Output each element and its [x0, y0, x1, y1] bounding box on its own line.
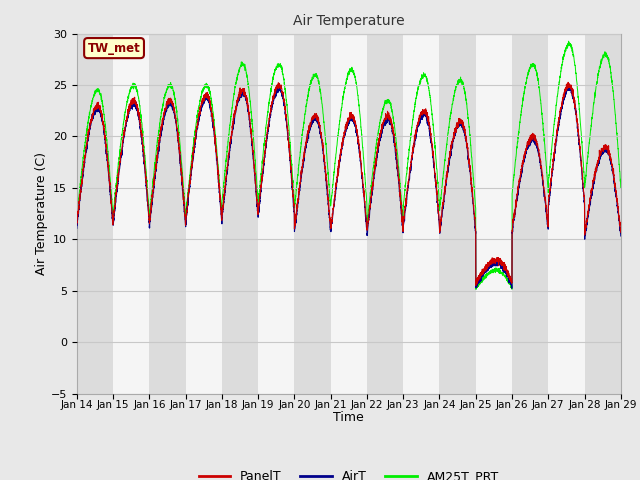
- Bar: [222, 34, 258, 394]
- AirT: [508, 286, 516, 291]
- AM25T_PRT: [616, 179, 624, 184]
- Line: AM25T_PRT: AM25T_PRT: [77, 41, 621, 289]
- AM25T_PRT: [73, 215, 81, 221]
- AM25T_PRT: [171, 95, 179, 101]
- PanelT: [616, 224, 624, 229]
- Line: PanelT: PanelT: [77, 82, 621, 286]
- PanelT: [617, 229, 625, 235]
- AM25T_PRT: [617, 185, 625, 191]
- PanelT: [171, 108, 179, 114]
- AirT: [171, 111, 179, 117]
- X-axis label: Time: Time: [333, 411, 364, 424]
- Bar: [367, 34, 403, 394]
- Line: AirT: AirT: [77, 84, 621, 288]
- PanelT: [328, 211, 336, 216]
- Bar: [512, 34, 548, 394]
- AM25T_PRT: [502, 274, 509, 279]
- AirT: [471, 216, 479, 222]
- AirT: [440, 191, 448, 196]
- AirT: [616, 228, 624, 233]
- PanelT: [564, 79, 572, 85]
- Y-axis label: Air Temperature (C): Air Temperature (C): [35, 152, 48, 275]
- Bar: [294, 34, 331, 394]
- AM25T_PRT: [471, 191, 479, 197]
- Text: TW_met: TW_met: [88, 42, 140, 55]
- Legend: PanelT, AirT, AM25T_PRT: PanelT, AirT, AM25T_PRT: [194, 465, 504, 480]
- Title: Air Temperature: Air Temperature: [293, 14, 404, 28]
- AirT: [502, 268, 509, 274]
- Bar: [77, 34, 113, 394]
- AM25T_PRT: [440, 159, 448, 165]
- AirT: [328, 217, 336, 223]
- PanelT: [73, 221, 81, 227]
- AirT: [565, 82, 573, 87]
- AM25T_PRT: [565, 38, 573, 44]
- Bar: [584, 34, 621, 394]
- PanelT: [472, 283, 479, 288]
- AM25T_PRT: [328, 186, 336, 192]
- PanelT: [440, 190, 448, 196]
- Bar: [440, 34, 476, 394]
- PanelT: [471, 214, 479, 219]
- Bar: [149, 34, 186, 394]
- AM25T_PRT: [472, 287, 480, 292]
- PanelT: [502, 265, 509, 271]
- AirT: [617, 233, 625, 239]
- AirT: [73, 226, 81, 231]
